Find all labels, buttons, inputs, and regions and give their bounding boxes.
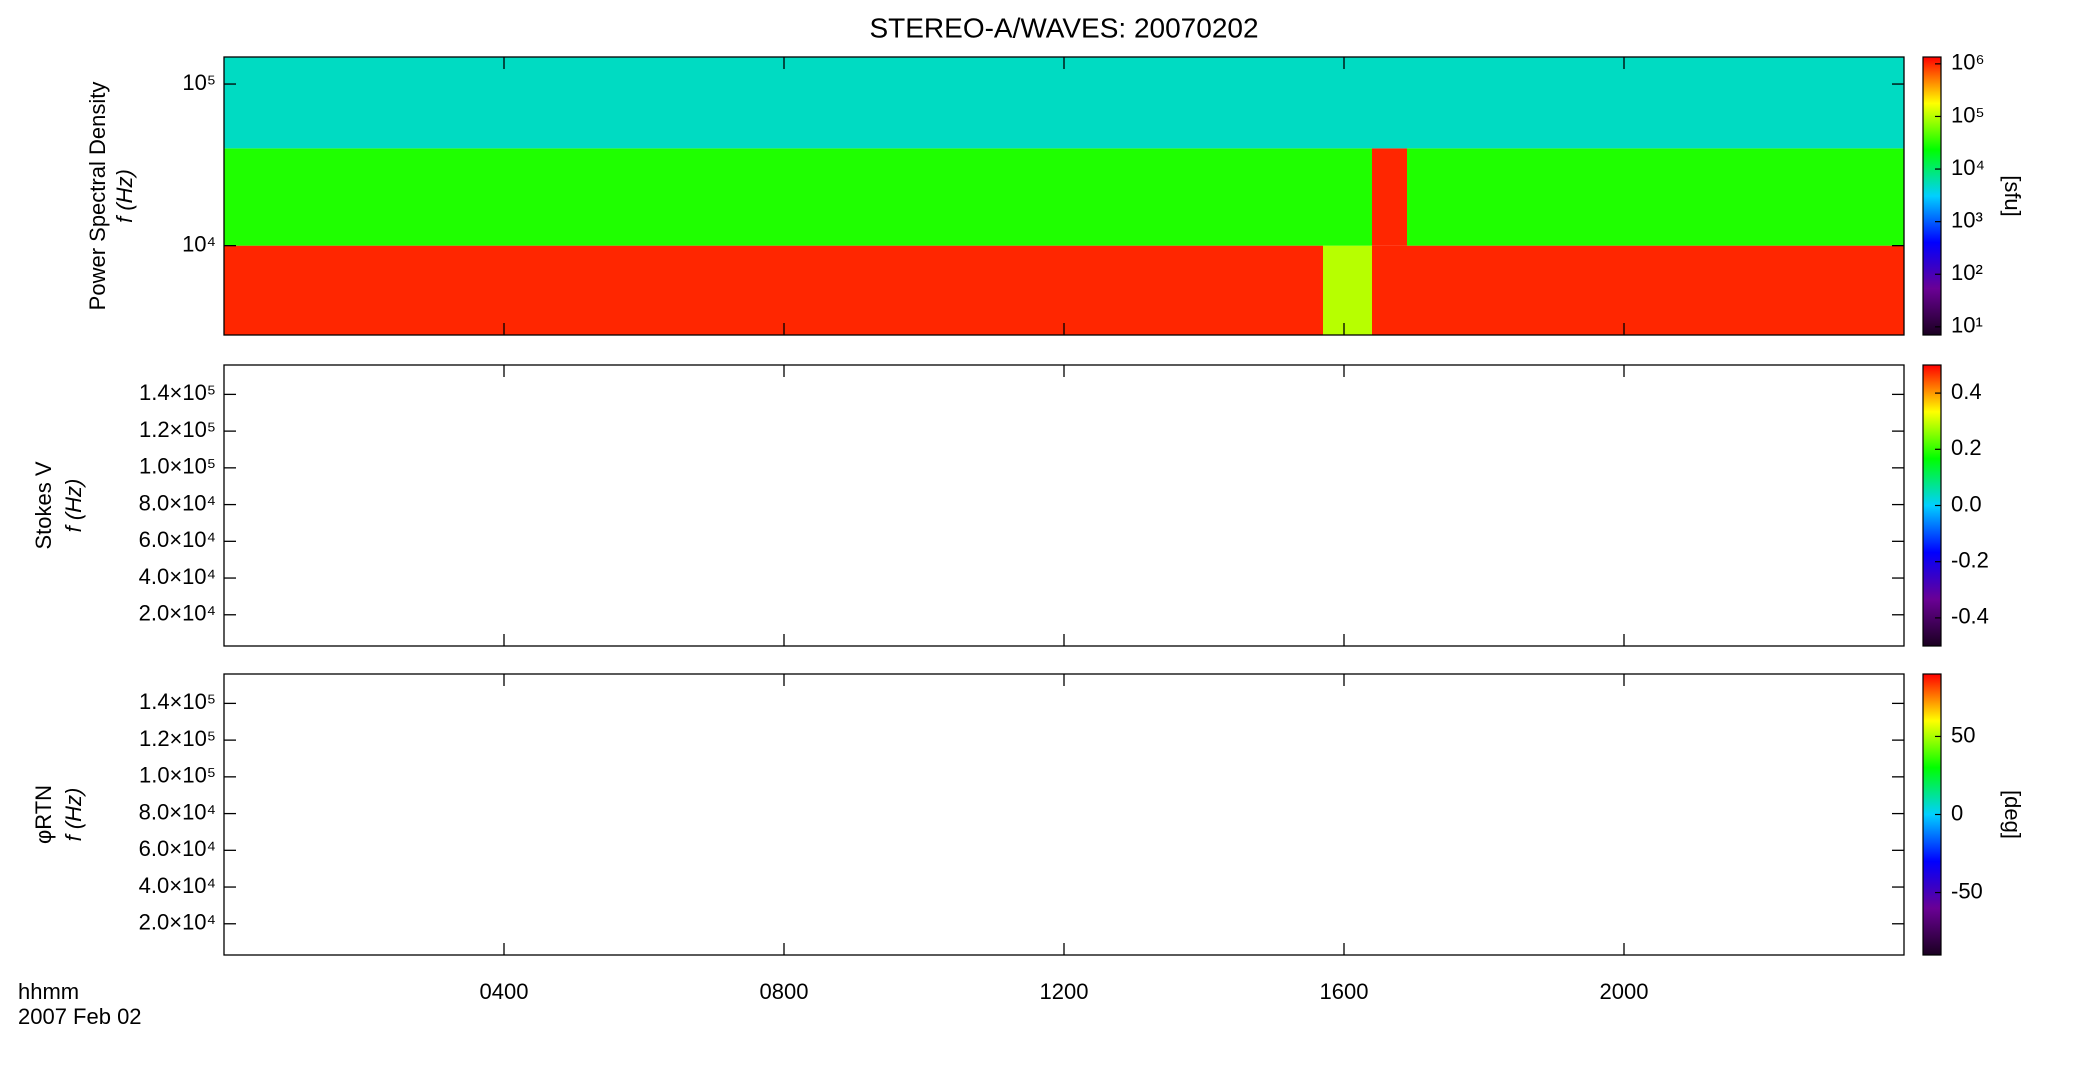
colorbar-tick-label: 0.2 xyxy=(1951,435,1982,460)
colorbar xyxy=(1922,56,1942,336)
colorbar-tick-label: 50 xyxy=(1951,722,1975,747)
y-tick-label: 10⁵ xyxy=(182,70,216,95)
y-tick-label: 1.2×10⁵ xyxy=(139,417,216,442)
y-tick-label: 8.0×10⁴ xyxy=(139,490,216,515)
colorbar-tick-label: 10⁵ xyxy=(1951,102,1985,127)
heatmap-cell xyxy=(1323,148,1372,246)
colorbar-tick-label: 0 xyxy=(1951,800,1963,825)
colorbar-tick-label: 10¹ xyxy=(1951,313,1983,338)
x-axis-label: hhmm xyxy=(18,979,79,1004)
x-tick-label: 2000 xyxy=(1600,979,1649,1004)
heatmap-cell xyxy=(1407,148,1904,246)
y-tick-label: 1.4×10⁵ xyxy=(139,689,216,714)
y-axis-label: Stokes V xyxy=(31,461,56,549)
colorbar-label: [sfu] xyxy=(2000,175,2025,217)
heatmap-cell xyxy=(1407,57,1904,149)
y-tick-label: 4.0×10⁴ xyxy=(139,564,216,589)
heatmap-cell xyxy=(224,245,1323,335)
colorbar-tick-label: 0.0 xyxy=(1951,491,1982,516)
y-tick-label: 1.2×10⁵ xyxy=(139,726,216,751)
y-tick-label: 1.0×10⁵ xyxy=(139,763,216,788)
colorbar-tick-label: 10² xyxy=(1951,260,1983,285)
colorbar-tick-label: 10⁶ xyxy=(1951,50,1985,75)
y-tick-label: 10⁴ xyxy=(182,231,216,256)
x-tick-label: 0400 xyxy=(480,979,529,1004)
heatmap-cell xyxy=(1372,245,1407,335)
plot-frame xyxy=(223,673,1905,956)
y-tick-label: 4.0×10⁴ xyxy=(139,873,216,898)
x-tick-label: 0800 xyxy=(760,979,809,1004)
y-axis-label: f (Hz) xyxy=(61,788,86,842)
y-tick-label: 6.0×10⁴ xyxy=(139,836,216,861)
y-tick-label: 8.0×10⁴ xyxy=(139,799,216,824)
heatmap-cell xyxy=(224,148,1323,246)
y-tick-label: 2.0×10⁴ xyxy=(139,910,216,935)
x-tick-label: 1600 xyxy=(1320,979,1369,1004)
y-axis-label: Power Spectral Density xyxy=(85,82,110,311)
colorbar-tick-label: 10³ xyxy=(1951,207,1983,232)
y-tick-label: 2.0×10⁴ xyxy=(139,601,216,626)
colorbar-tick-label: 10⁴ xyxy=(1951,155,1985,180)
x-tick-label: 1200 xyxy=(1040,979,1089,1004)
heatmap-cell xyxy=(1323,57,1372,149)
y-tick-label: 1.4×10⁵ xyxy=(139,380,216,405)
heatmap-cell xyxy=(1407,245,1904,335)
chart-title: STEREO-A/WAVES: 20070202 xyxy=(869,12,1258,43)
colorbar-tick-label: -0.4 xyxy=(1951,604,1989,629)
colorbar-tick-label: -50 xyxy=(1951,878,1983,903)
colorbar-tick-label: -0.2 xyxy=(1951,548,1989,573)
date-label: 2007 Feb 02 xyxy=(18,1004,142,1029)
heatmap-cell xyxy=(1372,57,1407,149)
y-axis-label: f (Hz) xyxy=(112,169,137,223)
heatmap-cell xyxy=(224,57,1323,149)
colorbar-label: [deg] xyxy=(2000,790,2025,839)
y-tick-label: 1.0×10⁵ xyxy=(139,454,216,479)
heatmap-cell xyxy=(1323,245,1372,335)
heatmap-cell xyxy=(1372,148,1407,246)
plot-frame xyxy=(223,364,1905,647)
colorbar-tick-label: 0.4 xyxy=(1951,379,1982,404)
y-axis-label: φRTN xyxy=(31,785,56,844)
y-tick-label: 6.0×10⁴ xyxy=(139,527,216,552)
y-axis-label: f (Hz) xyxy=(61,479,86,533)
